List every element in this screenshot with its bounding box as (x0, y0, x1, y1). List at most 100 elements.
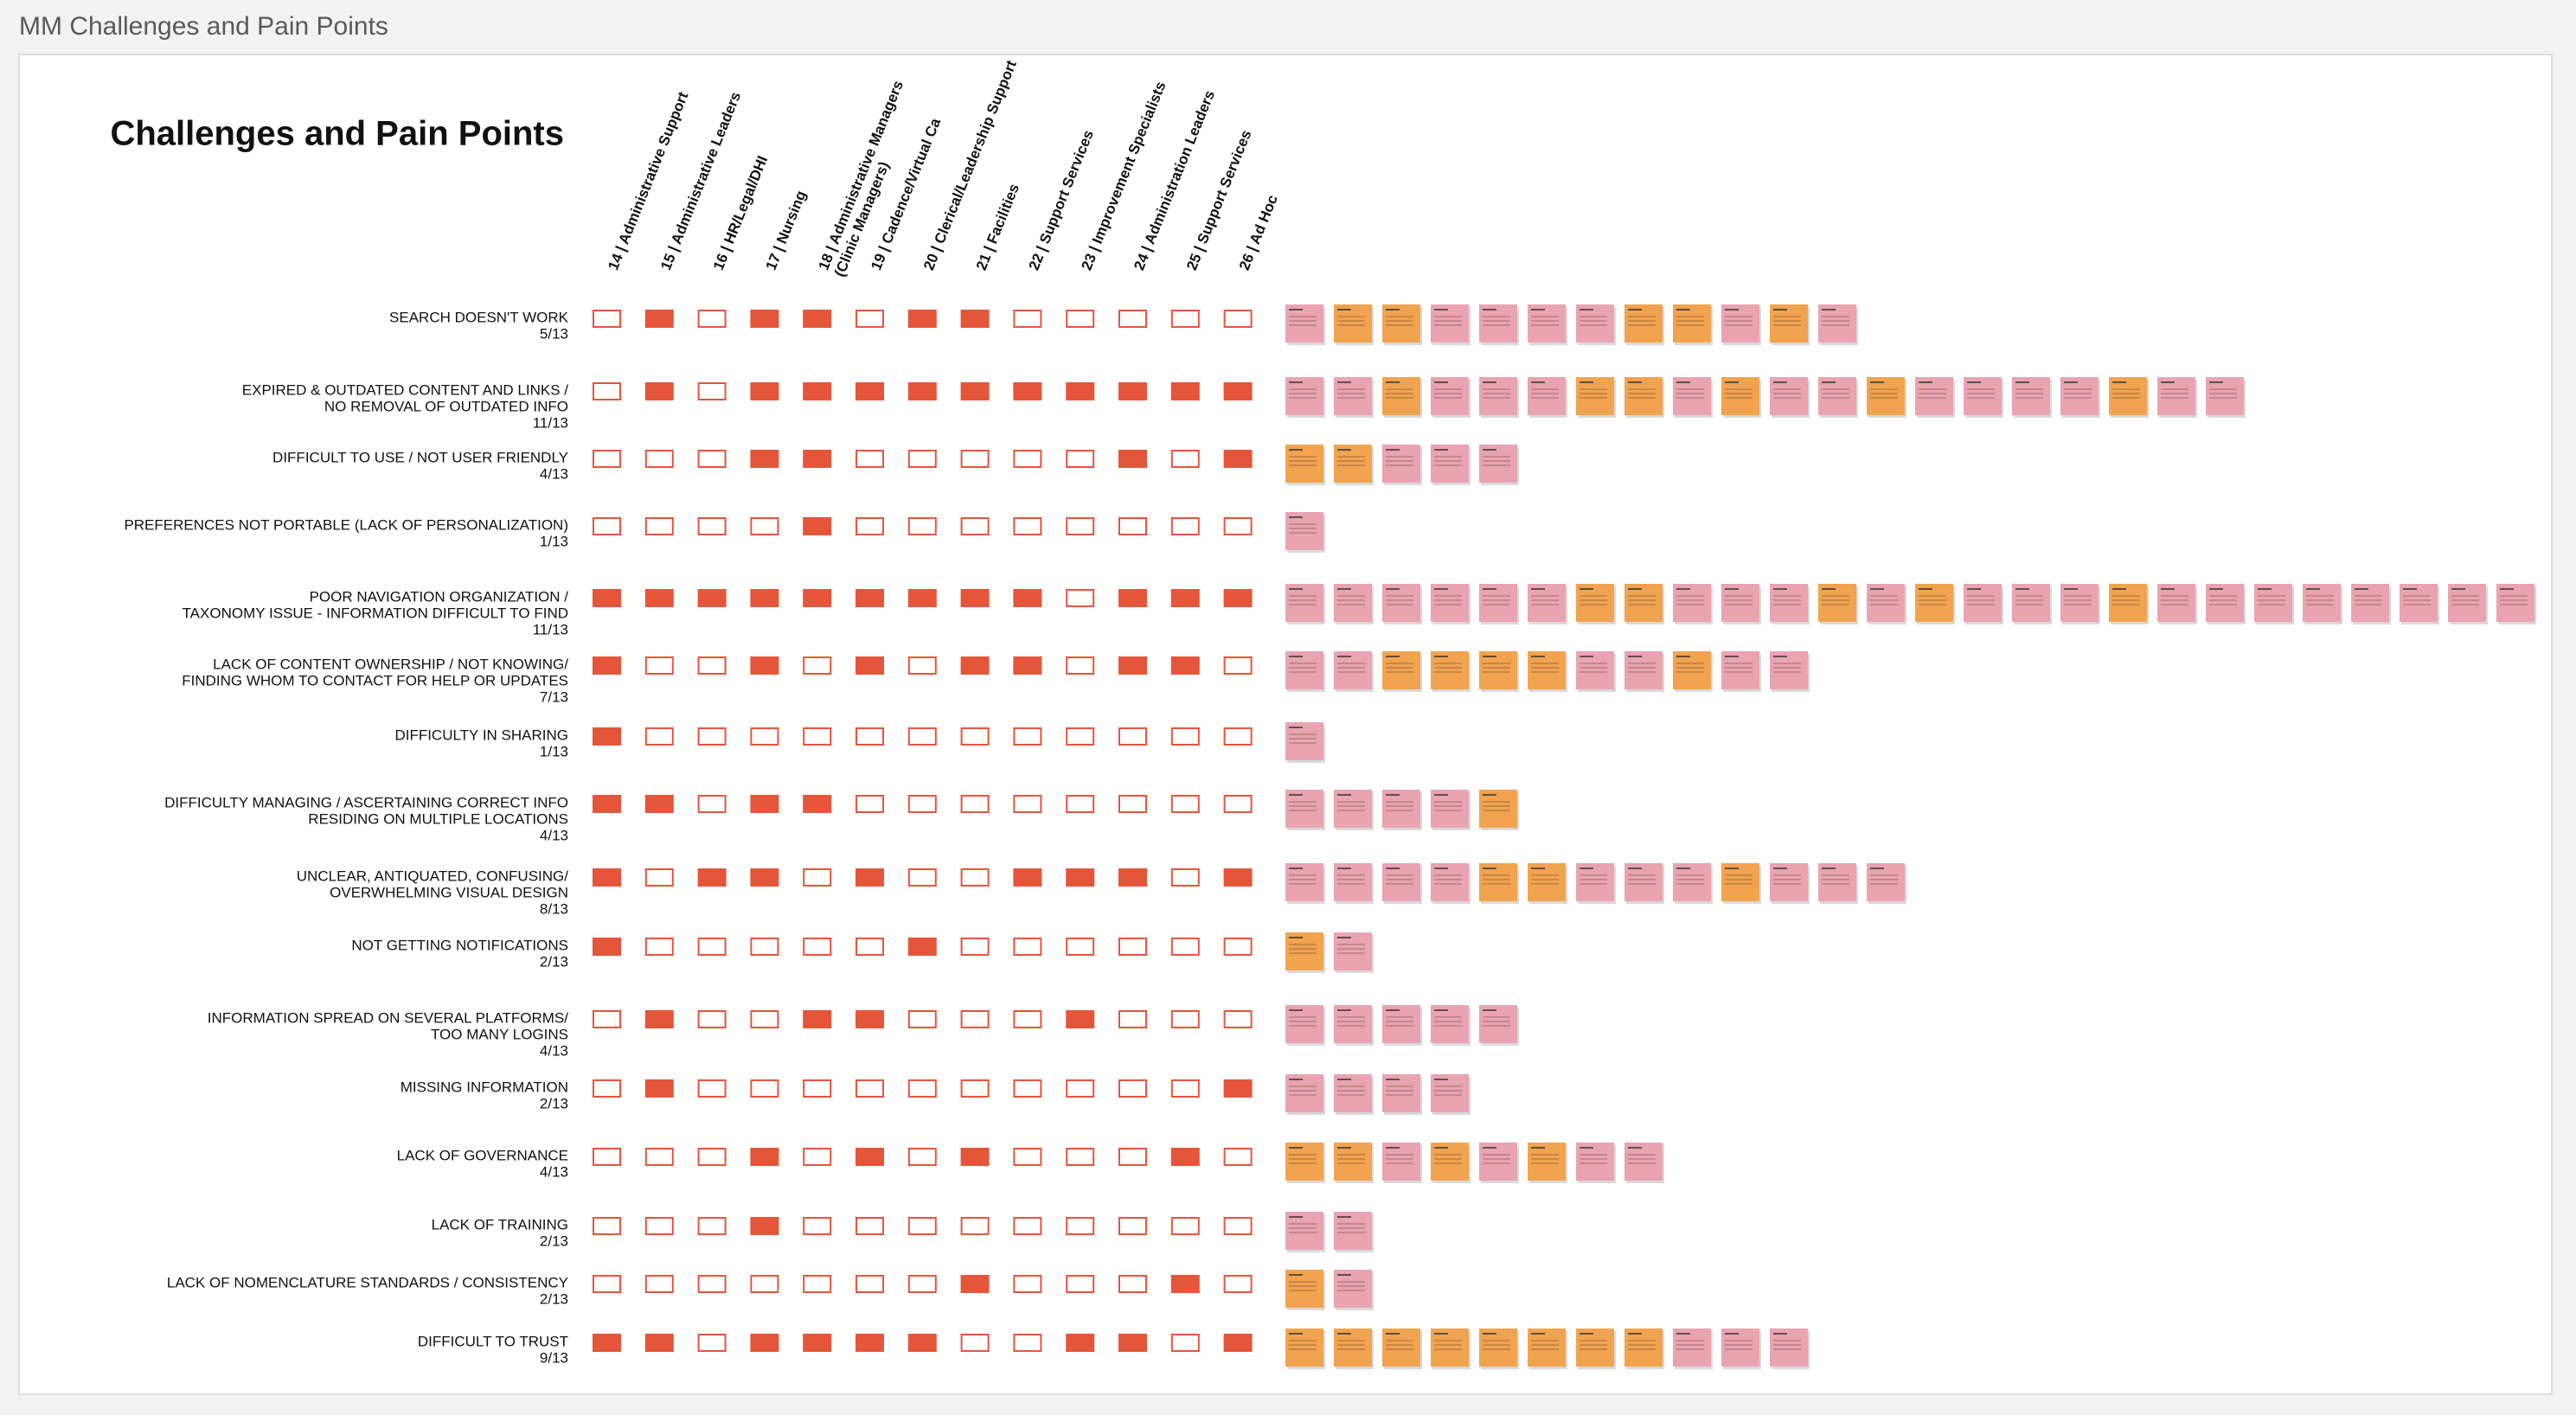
empty-box (803, 1275, 832, 1293)
note-body (1334, 863, 1372, 901)
row-label: FINDING WHOM TO CONTACT FOR HELP OR UPDA… (182, 672, 568, 688)
sticky-note (1818, 304, 1858, 345)
empty-box (1118, 1010, 1147, 1028)
filled-box (1013, 589, 1042, 607)
empty-box (697, 517, 727, 535)
filled-box (644, 1010, 674, 1028)
empty-box (750, 1079, 779, 1098)
filled-box (593, 589, 621, 607)
note-body (1382, 651, 1420, 689)
note-body (1431, 304, 1469, 343)
empty-box (803, 1217, 832, 1235)
sticky-note (1382, 584, 1422, 624)
note-body (1285, 863, 1323, 901)
note-body (1431, 863, 1469, 901)
sticky-note (1382, 1329, 1422, 1369)
sticky-note (1334, 1005, 1374, 1046)
note-body (1431, 1143, 1469, 1181)
filled-box (593, 868, 621, 887)
empty-box (855, 938, 884, 956)
sticky-note (1721, 584, 1761, 624)
note-body (1479, 1329, 1517, 1367)
empty-box (593, 382, 621, 400)
sticky-note (1382, 1005, 1422, 1046)
empty-box (960, 1079, 990, 1098)
note-body (1334, 1329, 1372, 1367)
sticky-note (1479, 445, 1519, 485)
note-body (1285, 304, 1323, 343)
sticky-note (1479, 1005, 1519, 1046)
sticky-note (1285, 932, 1325, 973)
filled-box (593, 656, 621, 675)
filled-box (803, 382, 832, 400)
sticky-note (1285, 722, 1325, 763)
note-body (1431, 790, 1469, 828)
note-body (1673, 304, 1711, 343)
filled-box (1223, 1334, 1253, 1352)
sticky-note (1285, 584, 1325, 624)
empty-box (1013, 450, 1042, 468)
sticky-note (2206, 377, 2246, 418)
note-body (1285, 1270, 1323, 1308)
sticky-note (1528, 1143, 1567, 1183)
filled-box (1170, 656, 1200, 675)
empty-box (593, 1079, 621, 1098)
filled-box (803, 795, 832, 813)
note-body (1576, 304, 1614, 343)
note-body (1673, 584, 1711, 622)
empty-box (907, 656, 937, 675)
sticky-note (2157, 377, 2197, 418)
empty-box (697, 1275, 727, 1293)
sticky-note (2060, 584, 2100, 624)
empty-box (750, 1010, 779, 1028)
empty-box (855, 795, 884, 813)
row-count: 4/13 (540, 1163, 568, 1180)
empty-box (855, 310, 884, 328)
sticky-note (1479, 1143, 1519, 1183)
sticky-note (1285, 1074, 1325, 1115)
sticky-note (1818, 584, 1858, 624)
note-body (1479, 584, 1517, 622)
sticky-note (2400, 584, 2439, 624)
note-body (1382, 1005, 1420, 1043)
note-body (1334, 651, 1372, 689)
row-count: 2/13 (540, 1233, 568, 1249)
sticky-note (1431, 1143, 1471, 1183)
note-body (1576, 1329, 1614, 1367)
row-label: MISSING INFORMATION (400, 1079, 568, 1095)
note-body (2060, 377, 2099, 415)
sticky-note (1624, 863, 1664, 904)
sticky-note (1673, 584, 1713, 624)
empty-box (960, 938, 990, 956)
empty-box (750, 1275, 779, 1293)
sticky-note (1479, 1329, 1519, 1369)
sticky-note (2303, 584, 2342, 624)
empty-box (1170, 1010, 1200, 1028)
filled-box (1223, 450, 1253, 468)
sticky-note (1479, 651, 1519, 692)
filled-box (1118, 1334, 1147, 1352)
empty-box (1013, 1217, 1042, 1235)
filled-box (1118, 450, 1147, 468)
sticky-note (1334, 863, 1374, 904)
filled-box (803, 1010, 832, 1028)
sticky-note (1770, 651, 1810, 692)
sticky-note (1382, 445, 1422, 485)
filled-box (907, 310, 937, 328)
note-body (1673, 863, 1711, 901)
note-body (1334, 1270, 1372, 1308)
note-body (1770, 377, 1808, 415)
sticky-note (2012, 584, 2052, 624)
note-body (2060, 584, 2099, 622)
note-body (1382, 1329, 1420, 1367)
filled-box (1170, 1148, 1200, 1166)
sticky-note (1285, 1329, 1325, 1369)
note-body (1576, 651, 1614, 689)
sticky-note (1334, 377, 1374, 418)
empty-box (1066, 938, 1095, 956)
filled-box (960, 1275, 990, 1293)
note-body (1285, 377, 1323, 415)
sticky-note (2448, 584, 2488, 624)
filled-box (803, 1334, 832, 1352)
note-body (2012, 584, 2050, 622)
